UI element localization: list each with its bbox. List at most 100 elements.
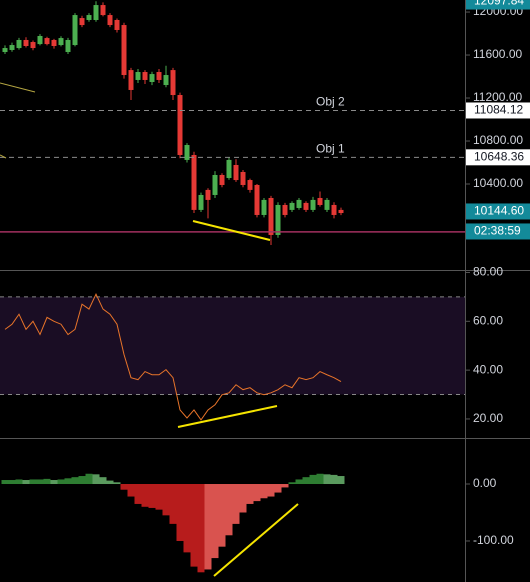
y-tick-label: 10800.00 [473, 133, 523, 147]
histogram-bar [295, 479, 303, 485]
candle-body [163, 75, 169, 86]
histogram-bar [106, 480, 114, 485]
histogram-bar [1, 480, 9, 485]
candle-body [44, 38, 50, 45]
price-label-box [466, 102, 530, 119]
histogram-bar [183, 484, 191, 553]
candle-body [72, 15, 78, 46]
candle-body [282, 204, 288, 215]
candle-body [128, 70, 134, 90]
histogram-bar [155, 484, 163, 510]
candle-body [324, 199, 330, 210]
histogram-bar [260, 484, 268, 499]
objective-label: Obj 1 [316, 141, 345, 155]
y-tick-label: 0.00 [473, 476, 497, 490]
histogram-bar [218, 484, 226, 547]
histogram-bar [330, 474, 338, 485]
trendline [0, 82, 36, 93]
price-label-box [466, 149, 530, 166]
histogram-bar [232, 484, 240, 524]
candle-body [261, 199, 267, 215]
trendline [192, 220, 271, 241]
histogram-bar [99, 477, 107, 485]
candle-body [9, 45, 15, 50]
histogram-bar [85, 473, 93, 485]
candle-body [51, 39, 57, 47]
y-tick-label: 80.00 [473, 265, 503, 279]
countdown: 02:38:59 [474, 224, 521, 238]
y-tick-label: 11600.00 [473, 47, 522, 61]
candle-body [30, 42, 36, 49]
candle-body [317, 197, 323, 205]
candle-body [121, 25, 127, 76]
y-tick-label: 10400.00 [473, 176, 523, 190]
candle-body [254, 184, 260, 215]
price-label: 10144.60 [474, 204, 524, 218]
candle-body [338, 209, 344, 214]
candle-body [226, 159, 232, 178]
objective-label: Obj 2 [316, 95, 345, 109]
candle-body [58, 38, 64, 46]
y-tick-label: 60.00 [473, 313, 503, 327]
histogram-bar [274, 484, 282, 493]
candle-body [219, 174, 225, 185]
histogram-bar [281, 484, 289, 488]
histogram-bar [246, 484, 254, 504]
histogram-bar [197, 484, 205, 573]
candle-body [247, 180, 253, 190]
histogram-bar [204, 484, 212, 570]
histogram-bar [134, 484, 142, 504]
candle-body [205, 189, 211, 200]
histogram-bar [71, 477, 79, 485]
candle-body [177, 95, 183, 155]
candle-body [37, 36, 43, 45]
candle-body [2, 48, 8, 53]
rsi-band [0, 296, 465, 395]
candle-body [289, 202, 295, 210]
price-label-box [466, 0, 530, 10]
candle-body [275, 204, 281, 235]
histogram-bar [43, 478, 51, 485]
histogram-bar [120, 484, 128, 490]
histogram-bar [64, 478, 72, 485]
histogram-bar [127, 484, 135, 497]
candle-body [240, 171, 246, 185]
y-tick-label: 40.00 [473, 362, 503, 376]
y-tick-label: 20.00 [473, 411, 503, 425]
histogram-bar [253, 484, 261, 502]
histogram-bar [57, 479, 65, 485]
histogram-bar [309, 474, 317, 485]
trendline [213, 503, 299, 577]
histogram-bar [190, 484, 198, 567]
histogram-bar [50, 480, 58, 485]
histogram-bar [302, 477, 310, 485]
histogram-bar [162, 484, 170, 516]
price-label: 12097.84 [474, 0, 524, 8]
histogram-bar [148, 484, 156, 508]
candle-body [331, 204, 337, 215]
y-tick-label: 11200.00 [473, 90, 522, 104]
histogram-bar [211, 484, 219, 559]
candle-body [303, 202, 309, 210]
histogram-bar [169, 484, 177, 524]
candle-body [198, 194, 204, 210]
candle-body [79, 18, 85, 26]
countdown-box [466, 223, 530, 240]
price-label: 11084.12 [474, 103, 523, 117]
histogram-bar [36, 479, 44, 485]
candle-body [107, 15, 113, 26]
histogram-bar [8, 480, 16, 485]
candle-body [184, 144, 190, 160]
candle-body [212, 174, 218, 195]
trendline [177, 405, 278, 428]
candle-body [23, 39, 29, 47]
histogram-bar [337, 476, 345, 485]
candle-body [296, 199, 302, 208]
histogram-bar [29, 479, 37, 485]
rsi-line [4, 293, 342, 421]
candle-body [135, 72, 141, 80]
y-tick-label: -100.00 [473, 533, 514, 547]
histogram-bar [22, 480, 30, 485]
